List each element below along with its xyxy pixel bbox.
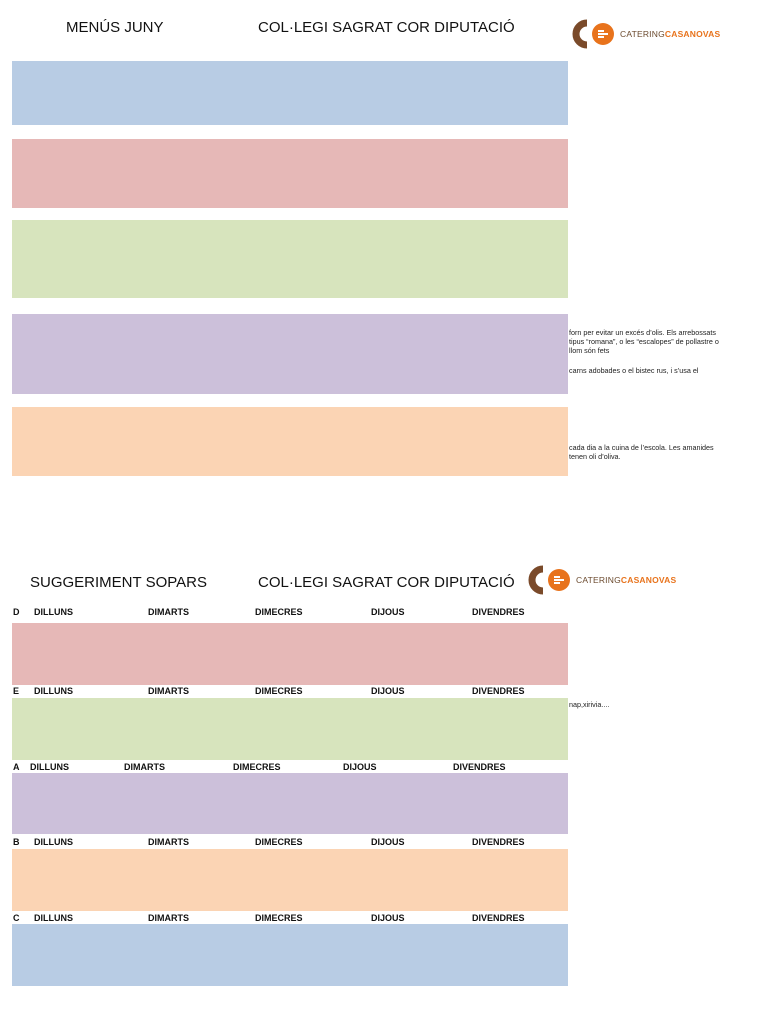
menu-week-band-5 [12,407,568,476]
catering-logo-icon [572,19,614,49]
row-letter: C [13,913,20,923]
school-name: COL·LEGI SAGRAT COR DIPUTACIÓ [258,19,515,36]
catering-logo: CATERINGCASANOVAS [572,19,720,49]
day-label: DILLUNS [30,762,69,772]
sopars-note: nap,xirivia.... [569,700,610,709]
menu-note-1: forn per evitar un excés d’olis. Els arr… [569,328,719,355]
day-label: DIMECRES [255,686,303,696]
day-label: DILLUNS [34,607,73,617]
day-label: DILLUNS [34,837,73,847]
day-label: DILLUNS [34,913,73,923]
sopars-day-header-c: C DILLUNS DIMARTS DIMECRES DIJOUS DIVEND… [12,911,568,925]
catering-logo-text: CATERINGCASANOVAS [576,575,677,585]
day-label: DIJOUS [371,686,405,696]
catering-logo-icon [528,565,570,595]
day-label: DIVENDRES [472,913,525,923]
day-label: DIMECRES [255,913,303,923]
sopars-band-d [12,623,568,685]
menu-note-2: carns adobades o el bistec rus, i s’usa … [569,366,699,375]
row-letter: E [13,686,20,696]
day-label: DIVENDRES [472,686,525,696]
day-label: DIMARTS [148,607,189,617]
menu-week-band-3 [12,220,568,298]
day-label: DIVENDRES [472,607,525,617]
sopars-title: SUGGERIMENT SOPARS [30,574,207,591]
day-label: DIMARTS [124,762,165,772]
day-label: DIJOUS [371,913,405,923]
sopars-band-b [12,849,568,911]
day-label: DIMARTS [148,686,189,696]
sopars-day-header-a: A DILLUNS DIMARTS DIMECRES DIJOUS DIVEND… [12,760,568,774]
menu-note-3: cada dia a la cuina de l’escola. Les ama… [569,443,714,461]
sopars-band-a [12,773,568,834]
sopars-day-header-e: E DILLUNS DIMARTS DIMECRES DIJOUS DIVEND… [12,684,568,698]
menu-title: MENÚS JUNY [66,19,164,36]
menu-week-band-1 [12,61,568,125]
day-label: DIMARTS [148,837,189,847]
row-letter: B [13,837,20,847]
menu-week-band-2 [12,139,568,208]
sopars-day-header-d: D DILLUNS DIMARTS DIMECRES DIJOUS DIVEND… [12,605,568,619]
day-label: DIMARTS [148,913,189,923]
day-label: DIJOUS [343,762,377,772]
catering-logo-text: CATERINGCASANOVAS [620,29,721,39]
day-label: DIJOUS [371,837,405,847]
sopars-band-c [12,924,568,986]
menu-week-band-4 [12,314,568,394]
sopars-band-e [12,698,568,760]
day-label: DILLUNS [34,686,73,696]
row-letter: A [13,762,20,772]
sopars-school-name: COL·LEGI SAGRAT COR DIPUTACIÓ [258,574,515,591]
day-label: DIMECRES [255,837,303,847]
catering-logo-2: CATERINGCASANOVAS [528,565,676,595]
day-label: DIVENDRES [453,762,506,772]
sopars-day-header-b: B DILLUNS DIMARTS DIMECRES DIJOUS DIVEND… [12,835,568,849]
day-label: DIMECRES [255,607,303,617]
day-label: DIMECRES [233,762,281,772]
day-label: DIVENDRES [472,837,525,847]
day-label: DIJOUS [371,607,405,617]
row-letter: D [13,607,20,617]
